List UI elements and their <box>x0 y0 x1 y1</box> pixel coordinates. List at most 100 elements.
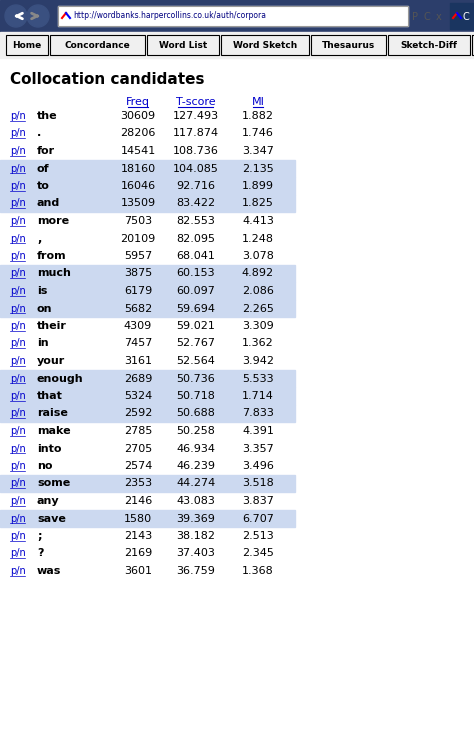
Text: 46.934: 46.934 <box>176 444 216 453</box>
Text: p/n: p/n <box>10 233 26 244</box>
Text: 52.767: 52.767 <box>176 339 216 348</box>
Text: 2353: 2353 <box>124 478 152 489</box>
Bar <box>388 35 470 55</box>
Text: 2705: 2705 <box>124 444 152 453</box>
Text: to: to <box>37 181 50 191</box>
Bar <box>0 300 295 317</box>
Text: 1.746: 1.746 <box>242 128 274 139</box>
Text: 60.097: 60.097 <box>176 286 216 296</box>
Circle shape <box>27 5 49 27</box>
Text: their: their <box>37 321 67 331</box>
Text: 14541: 14541 <box>120 146 155 156</box>
Text: 68.041: 68.041 <box>176 251 216 261</box>
Text: 5324: 5324 <box>124 391 152 401</box>
Text: 4.413: 4.413 <box>242 216 274 226</box>
Text: 20109: 20109 <box>120 233 155 244</box>
Bar <box>0 387 295 404</box>
Text: Word Sketch: Word Sketch <box>233 41 297 50</box>
Text: 1.368: 1.368 <box>242 566 274 576</box>
Text: 2.513: 2.513 <box>242 531 274 541</box>
Text: p/n: p/n <box>10 321 26 331</box>
Text: p/n: p/n <box>10 514 26 523</box>
Text: your: your <box>37 356 65 366</box>
Text: from: from <box>37 251 67 261</box>
Text: 3.942: 3.942 <box>242 356 274 366</box>
Bar <box>0 195 295 213</box>
Text: 28206: 28206 <box>120 128 155 139</box>
Text: 7457: 7457 <box>124 339 152 348</box>
Text: more: more <box>37 216 69 226</box>
Text: 7503: 7503 <box>124 216 152 226</box>
Text: 1580: 1580 <box>124 514 152 523</box>
Text: 6.707: 6.707 <box>242 514 274 523</box>
Text: 3.078: 3.078 <box>242 251 274 261</box>
Text: make: make <box>37 426 71 436</box>
Text: ?: ? <box>37 548 44 559</box>
Text: 1.714: 1.714 <box>242 391 274 401</box>
Bar <box>0 32 474 58</box>
Text: much: much <box>37 269 71 278</box>
Text: 83.422: 83.422 <box>176 199 216 209</box>
Text: 50.736: 50.736 <box>177 373 215 384</box>
Text: was: was <box>37 566 61 576</box>
Text: 5.533: 5.533 <box>242 373 274 384</box>
Text: C: C <box>463 12 470 22</box>
Text: 18160: 18160 <box>120 164 155 173</box>
Text: of: of <box>37 164 50 173</box>
Text: 3161: 3161 <box>124 356 152 366</box>
Text: Collocation candidates: Collocation candidates <box>10 72 204 87</box>
Text: Thesaurus: Thesaurus <box>322 41 375 50</box>
Text: p/n: p/n <box>10 356 26 366</box>
Text: 4.391: 4.391 <box>242 426 274 436</box>
Bar <box>0 404 295 422</box>
Text: 92.716: 92.716 <box>176 181 216 191</box>
Text: p/n: p/n <box>10 164 26 173</box>
Text: p/n: p/n <box>10 286 26 296</box>
Bar <box>221 35 309 55</box>
Text: the: the <box>37 111 58 121</box>
Text: 2.345: 2.345 <box>242 548 274 559</box>
Text: T-score: T-score <box>176 97 216 107</box>
Text: 3.347: 3.347 <box>242 146 274 156</box>
Text: 3.837: 3.837 <box>242 496 274 506</box>
Text: http://wordbanks.harpercollins.co.uk/auth/corpora: http://wordbanks.harpercollins.co.uk/aut… <box>73 12 266 21</box>
Text: 3.496: 3.496 <box>242 461 274 471</box>
Text: p/n: p/n <box>10 128 26 139</box>
Bar <box>0 0 474 32</box>
Text: 2785: 2785 <box>124 426 152 436</box>
Text: raise: raise <box>37 409 68 418</box>
Bar <box>311 35 386 55</box>
Text: 2574: 2574 <box>124 461 152 471</box>
Bar <box>50 35 145 55</box>
Text: p/n: p/n <box>10 373 26 384</box>
Text: p/n: p/n <box>10 548 26 559</box>
Text: 44.274: 44.274 <box>176 478 216 489</box>
Text: 117.874: 117.874 <box>173 128 219 139</box>
Text: 60.153: 60.153 <box>177 269 215 278</box>
Text: 36.759: 36.759 <box>176 566 216 576</box>
Bar <box>0 159 295 177</box>
Text: p/n: p/n <box>10 566 26 576</box>
Text: 2.135: 2.135 <box>242 164 274 173</box>
Text: 43.083: 43.083 <box>176 496 216 506</box>
Bar <box>0 475 295 492</box>
Text: 127.493: 127.493 <box>173 111 219 121</box>
Bar <box>58 6 408 26</box>
Text: in: in <box>37 339 49 348</box>
Text: Word List: Word List <box>159 41 207 50</box>
Text: 2169: 2169 <box>124 548 152 559</box>
Text: 5957: 5957 <box>124 251 152 261</box>
Bar <box>0 177 295 195</box>
Text: p/n: p/n <box>10 444 26 453</box>
Text: 82.095: 82.095 <box>176 233 216 244</box>
Text: ;: ; <box>37 531 42 541</box>
Text: 59.021: 59.021 <box>176 321 216 331</box>
Circle shape <box>5 5 27 27</box>
Text: is: is <box>37 286 47 296</box>
Text: p/n: p/n <box>10 339 26 348</box>
Bar <box>0 510 295 527</box>
Bar <box>6 35 48 55</box>
Text: 2.086: 2.086 <box>242 286 274 296</box>
Text: and: and <box>37 199 60 209</box>
Text: 2.265: 2.265 <box>242 303 274 314</box>
